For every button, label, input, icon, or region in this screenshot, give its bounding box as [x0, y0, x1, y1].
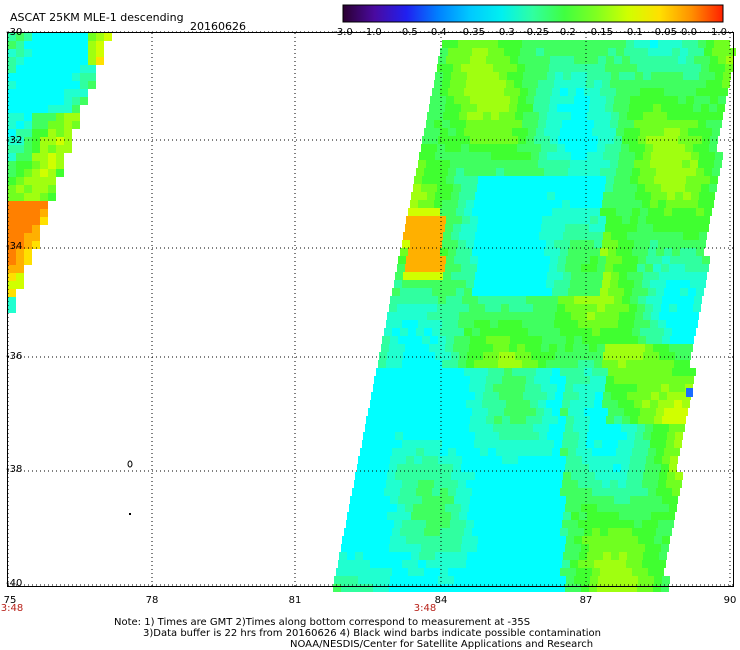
colorbar [342, 4, 724, 23]
colorbar-tick-label: -0.25 [523, 27, 549, 38]
island-outline [127, 460, 133, 468]
longitude-label: 87 [579, 595, 593, 606]
note-line: Note: 1) Times are GMT 2)Times along bot… [114, 617, 531, 628]
colorbar-tick-label: -0.1 [623, 27, 643, 38]
pass-time-label: 3:48 [413, 603, 437, 614]
latitude-label: -34 [6, 241, 23, 252]
outlier-cell [686, 388, 693, 397]
colorbar-tick-label: 1.0 [711, 27, 727, 38]
colorbar-tick-label: -0.3 [495, 27, 515, 38]
latitude-label: -30 [6, 27, 23, 38]
note-line: 3)Data buffer is 22 hrs from 20160626 4)… [143, 628, 601, 639]
latitude-label: -40 [6, 578, 23, 589]
colorbar-tick-label: 0.0 [681, 27, 697, 38]
colorbar-tick-label: -1.0 [362, 27, 382, 38]
product-title: ASCAT 25KM MLE-1 descending [10, 11, 184, 24]
latitude-label: -38 [6, 464, 23, 475]
colorbar-tick-label: -0.5 [398, 27, 418, 38]
pass-time-label: 3:48 [0, 603, 24, 614]
colorbar-tick-label: -0.35 [459, 27, 485, 38]
longitude-label: 84 [434, 595, 448, 606]
longitude-label: 81 [288, 595, 302, 606]
colorbar-tick-label: -0.2 [556, 27, 576, 38]
note-line: NOAA/NESDIS/Center for Satellite Applica… [290, 639, 594, 650]
swath-cells [8, 33, 736, 592]
longitude-label: 90 [723, 595, 737, 606]
longitude-label: 78 [145, 595, 159, 606]
longitude-label: 75 [3, 595, 17, 606]
colorbar-tick-label: -0.05 [651, 27, 677, 38]
colorbar-tick-label: -0.4 [427, 27, 447, 38]
latitude-label: -36 [6, 351, 23, 362]
latitude-label: -32 [6, 135, 23, 146]
colorbar-tick-label: -3.0 [333, 27, 353, 38]
colorbar-tick-label: -0.15 [587, 27, 613, 38]
product-date: 20160626 [190, 20, 246, 33]
island-outline [129, 513, 131, 515]
